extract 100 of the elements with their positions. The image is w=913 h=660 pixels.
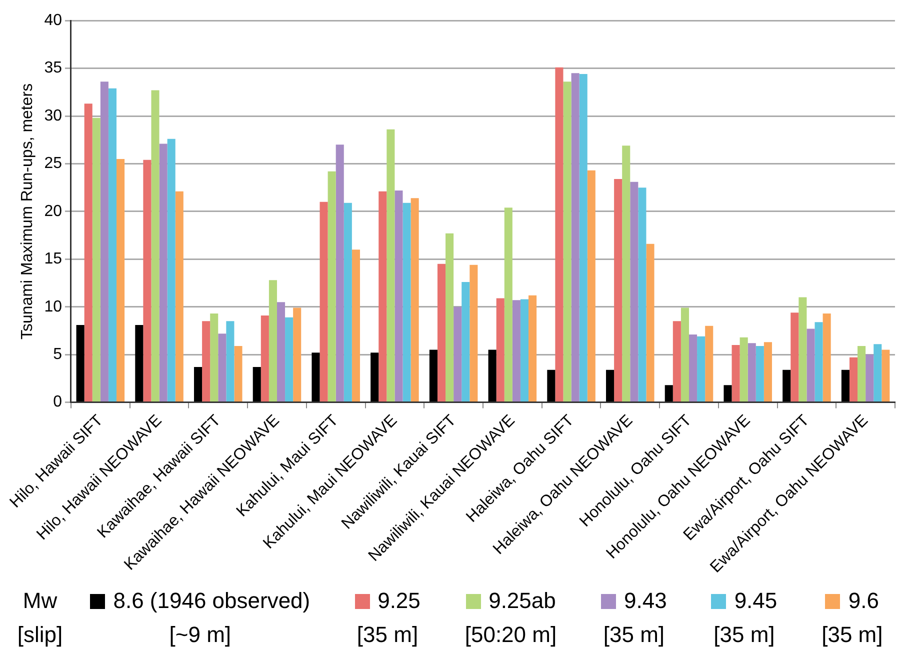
bar bbox=[555, 67, 564, 402]
y-tick-label: 40 bbox=[44, 12, 62, 30]
bar bbox=[882, 350, 890, 402]
bar bbox=[429, 350, 438, 402]
bar bbox=[646, 244, 654, 402]
bar bbox=[814, 322, 823, 402]
bar bbox=[664, 385, 673, 402]
bar bbox=[614, 178, 622, 402]
bar bbox=[84, 104, 92, 402]
bar bbox=[806, 328, 815, 402]
bar bbox=[312, 352, 320, 402]
bar bbox=[732, 345, 740, 402]
legend-label: 9.43 [35 m] bbox=[602, 587, 668, 649]
y-tick-label: 20 bbox=[44, 202, 62, 220]
bar bbox=[866, 354, 874, 402]
bar bbox=[689, 334, 698, 402]
bar bbox=[858, 346, 866, 402]
bar bbox=[175, 191, 184, 402]
y-axis-title: Tsunami Maximum Run-ups, meters bbox=[19, 83, 36, 340]
bar bbox=[402, 202, 411, 402]
bar bbox=[344, 202, 352, 402]
bar bbox=[260, 315, 269, 402]
bar bbox=[579, 74, 588, 402]
bar bbox=[378, 191, 387, 402]
bar bbox=[705, 326, 714, 402]
bar bbox=[92, 118, 100, 402]
y-tick-label: 25 bbox=[44, 155, 62, 172]
bar bbox=[638, 188, 646, 402]
bar bbox=[606, 370, 614, 402]
bar bbox=[697, 336, 706, 402]
bar bbox=[370, 352, 379, 402]
bar bbox=[386, 129, 395, 402]
bar bbox=[143, 160, 152, 402]
bar bbox=[587, 170, 596, 402]
bar bbox=[410, 198, 419, 402]
bar bbox=[563, 82, 572, 402]
bar bbox=[874, 344, 882, 402]
legend-title: Mw [slip] bbox=[16, 587, 64, 649]
bar bbox=[210, 314, 218, 402]
bar bbox=[352, 250, 360, 402]
bar bbox=[740, 337, 748, 402]
bar bbox=[320, 202, 328, 402]
bar bbox=[218, 334, 226, 402]
bar bbox=[437, 264, 446, 402]
bar bbox=[462, 282, 470, 402]
legend-label: 8.6 (1946 observed) [~9 m] bbox=[112, 587, 312, 649]
bar bbox=[252, 366, 261, 402]
bar bbox=[748, 343, 756, 402]
bar bbox=[756, 346, 764, 402]
bar bbox=[782, 370, 791, 402]
bar bbox=[234, 346, 242, 402]
legend-label: 9.6 [35 m] bbox=[820, 587, 884, 649]
bar bbox=[336, 144, 344, 402]
bar bbox=[276, 302, 286, 402]
bar bbox=[100, 82, 108, 402]
bar bbox=[135, 324, 144, 402]
bar bbox=[520, 299, 529, 402]
bar bbox=[116, 158, 125, 402]
bar bbox=[841, 370, 850, 402]
bar bbox=[724, 385, 732, 402]
bar bbox=[504, 208, 512, 402]
bar bbox=[76, 324, 84, 402]
y-tick-label: 35 bbox=[44, 60, 62, 77]
bar bbox=[394, 190, 403, 402]
bar bbox=[512, 300, 520, 402]
bar bbox=[268, 280, 277, 402]
bar bbox=[764, 342, 772, 402]
bar bbox=[849, 357, 858, 402]
bar bbox=[226, 321, 234, 402]
bar bbox=[630, 182, 638, 402]
legend-label: 9.25ab [50:20 m] bbox=[464, 587, 558, 649]
bar bbox=[571, 73, 580, 402]
bar bbox=[108, 88, 117, 402]
bar bbox=[285, 317, 294, 402]
bar bbox=[470, 264, 478, 402]
bar bbox=[488, 350, 496, 402]
legend-label: 9.25 [35 m] bbox=[356, 587, 422, 649]
bar bbox=[622, 146, 630, 402]
y-tick-label: 30 bbox=[44, 107, 62, 124]
y-tick-label: 15 bbox=[44, 250, 62, 268]
bar bbox=[790, 312, 799, 402]
bar bbox=[454, 306, 462, 402]
y-tick-label: 5 bbox=[53, 346, 62, 363]
bar bbox=[672, 321, 681, 402]
bar bbox=[528, 295, 537, 402]
y-tick-label: 0 bbox=[53, 394, 62, 411]
bar bbox=[680, 308, 689, 402]
bar bbox=[293, 308, 302, 402]
legend-label: 9.45 [35 m] bbox=[712, 587, 778, 649]
bar bbox=[547, 370, 556, 402]
bar bbox=[496, 298, 504, 402]
bar bbox=[159, 144, 168, 402]
bar bbox=[151, 90, 160, 402]
bar bbox=[822, 314, 831, 402]
bar bbox=[194, 366, 202, 402]
bar bbox=[167, 138, 176, 402]
bar bbox=[446, 233, 454, 402]
bar bbox=[798, 297, 807, 402]
y-tick-label: 10 bbox=[44, 298, 62, 316]
bar bbox=[202, 321, 210, 402]
